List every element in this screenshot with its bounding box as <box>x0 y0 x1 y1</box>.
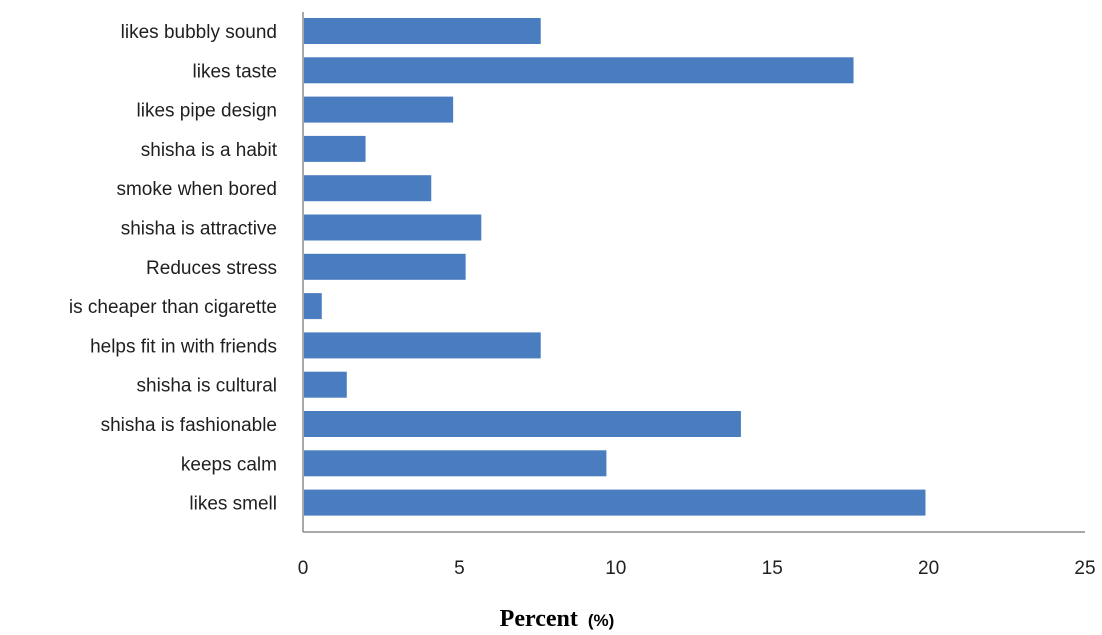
x-axis-title-main: Percent <box>500 606 578 632</box>
x-tick-label-5: 25 <box>1074 558 1095 579</box>
x-tick-label-2: 10 <box>605 558 626 579</box>
bar-12 <box>304 489 926 516</box>
category-label-3: shisha is a habit <box>141 140 278 161</box>
category-label-1: likes taste <box>193 61 277 82</box>
bar-6 <box>304 253 466 280</box>
category-label-11: keeps calm <box>181 454 277 475</box>
bar-0 <box>304 18 541 44</box>
x-tick-label-3: 15 <box>762 558 783 579</box>
bar-11 <box>304 450 607 477</box>
category-label-12: likes smell <box>189 494 277 515</box>
bar-2 <box>304 96 454 123</box>
bar-8 <box>304 332 541 359</box>
category-label-9: shisha is cultural <box>137 376 277 397</box>
x-axis-title-unit: (%) <box>588 611 614 630</box>
category-labels: likes bubbly sound likes taste likes pipe … <box>69 22 278 515</box>
category-label-8: helps fit in with friends <box>90 336 277 357</box>
x-tick-labels: 0 5 10 15 20 25 <box>298 558 1096 579</box>
bar-5 <box>304 214 482 241</box>
category-label-5: shisha is attractive <box>121 219 277 240</box>
category-label-0: likes bubbly sound <box>121 22 277 43</box>
category-label-10: shisha is fashionable <box>101 415 277 436</box>
bar-10 <box>304 411 741 437</box>
category-label-6: Reduces stress <box>146 258 277 279</box>
bar-9 <box>304 371 347 398</box>
x-tick-label-1: 5 <box>454 558 465 579</box>
x-axis-title: Percent (%) <box>500 606 615 632</box>
bar-1 <box>304 57 854 84</box>
x-tick-label-0: 0 <box>298 558 309 579</box>
category-label-4: smoke when bored <box>116 179 277 200</box>
bar-4 <box>304 175 432 202</box>
category-label-2: likes pipe design <box>137 101 277 122</box>
bar-7 <box>304 293 322 320</box>
bars-group <box>304 18 926 516</box>
x-tick-label-4: 20 <box>918 558 939 579</box>
bar-3 <box>304 135 366 162</box>
category-label-7: is cheaper than cigarette <box>69 297 277 318</box>
